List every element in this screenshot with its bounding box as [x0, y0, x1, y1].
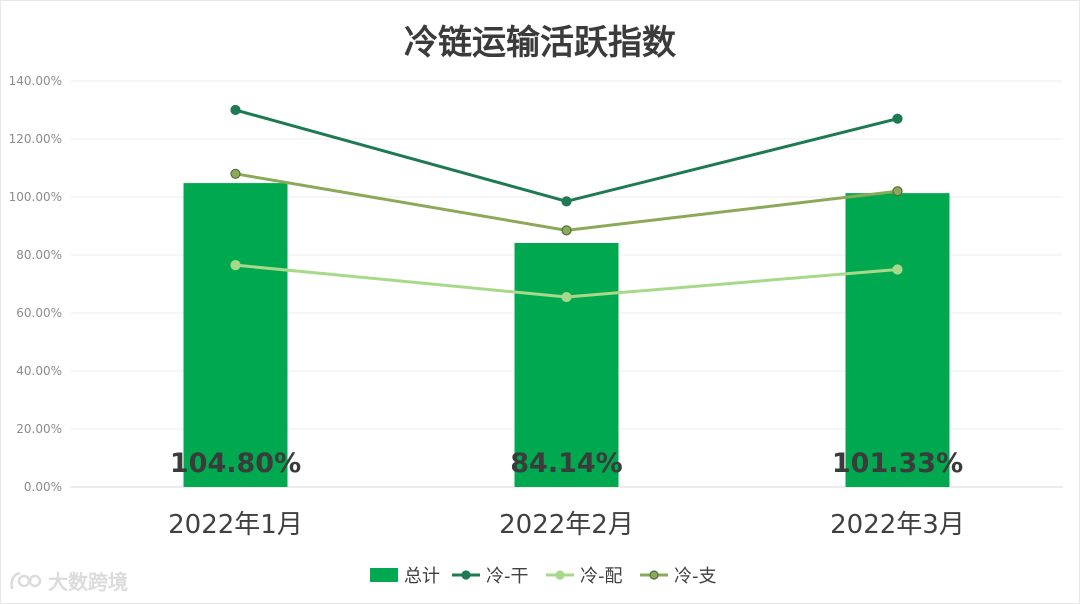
legend-label-总计: 总计 [404, 566, 440, 587]
series-point-冷-支 [892, 186, 903, 197]
bar-total [845, 193, 950, 487]
legend-marker-冷-配 [555, 570, 565, 580]
x-tick-label: 2022年3月 [830, 510, 965, 540]
legend-label-冷-支: 冷-支 [674, 566, 717, 587]
y-tick-label: 60.00% [16, 306, 62, 320]
y-tick-label: 100.00% [9, 190, 62, 204]
series-point-冷-支 [561, 225, 572, 236]
series-point-冷-配 [892, 264, 903, 275]
x-tick-label: 2022年2月 [499, 510, 634, 540]
y-tick-label: 0.00% [24, 480, 62, 494]
series-point-冷-配 [230, 260, 241, 271]
legend-marker-冷-支 [649, 570, 659, 580]
bar-total [514, 242, 619, 487]
bar-total [183, 183, 288, 487]
bar-data-label: 84.14% [510, 448, 622, 479]
y-tick-label: 40.00% [16, 364, 62, 378]
bar-data-label: 104.80% [170, 448, 301, 479]
watermark-text: 大数跨境 [48, 570, 128, 594]
series-point-冷-干 [561, 196, 572, 207]
chart-title: 冷链运输活跃指数 [404, 23, 676, 63]
series-line-冷-干 [235, 108, 898, 203]
watermark: 大数跨境 [8, 566, 128, 595]
y-tick-label: 120.00% [9, 132, 62, 146]
y-tick-label: 140.00% [9, 74, 62, 88]
legend-label-冷-干: 冷-干 [486, 566, 529, 587]
series-point-冷-支 [230, 168, 241, 179]
legend-label-冷-配: 冷-配 [580, 566, 623, 587]
series-point-冷-干 [230, 104, 241, 116]
y-tick-label: 20.00% [16, 422, 62, 436]
series-point-冷-干 [892, 113, 903, 124]
legend-swatch-总计 [370, 568, 398, 582]
legend-marker-冷-干 [461, 570, 471, 580]
x-tick-label: 2022年1月 [168, 510, 303, 540]
y-tick-label: 80.00% [16, 248, 62, 262]
watermark-logo-icon [10, 571, 42, 589]
bar-data-label: 101.33% [832, 448, 963, 479]
series-point-冷-配 [561, 291, 572, 303]
